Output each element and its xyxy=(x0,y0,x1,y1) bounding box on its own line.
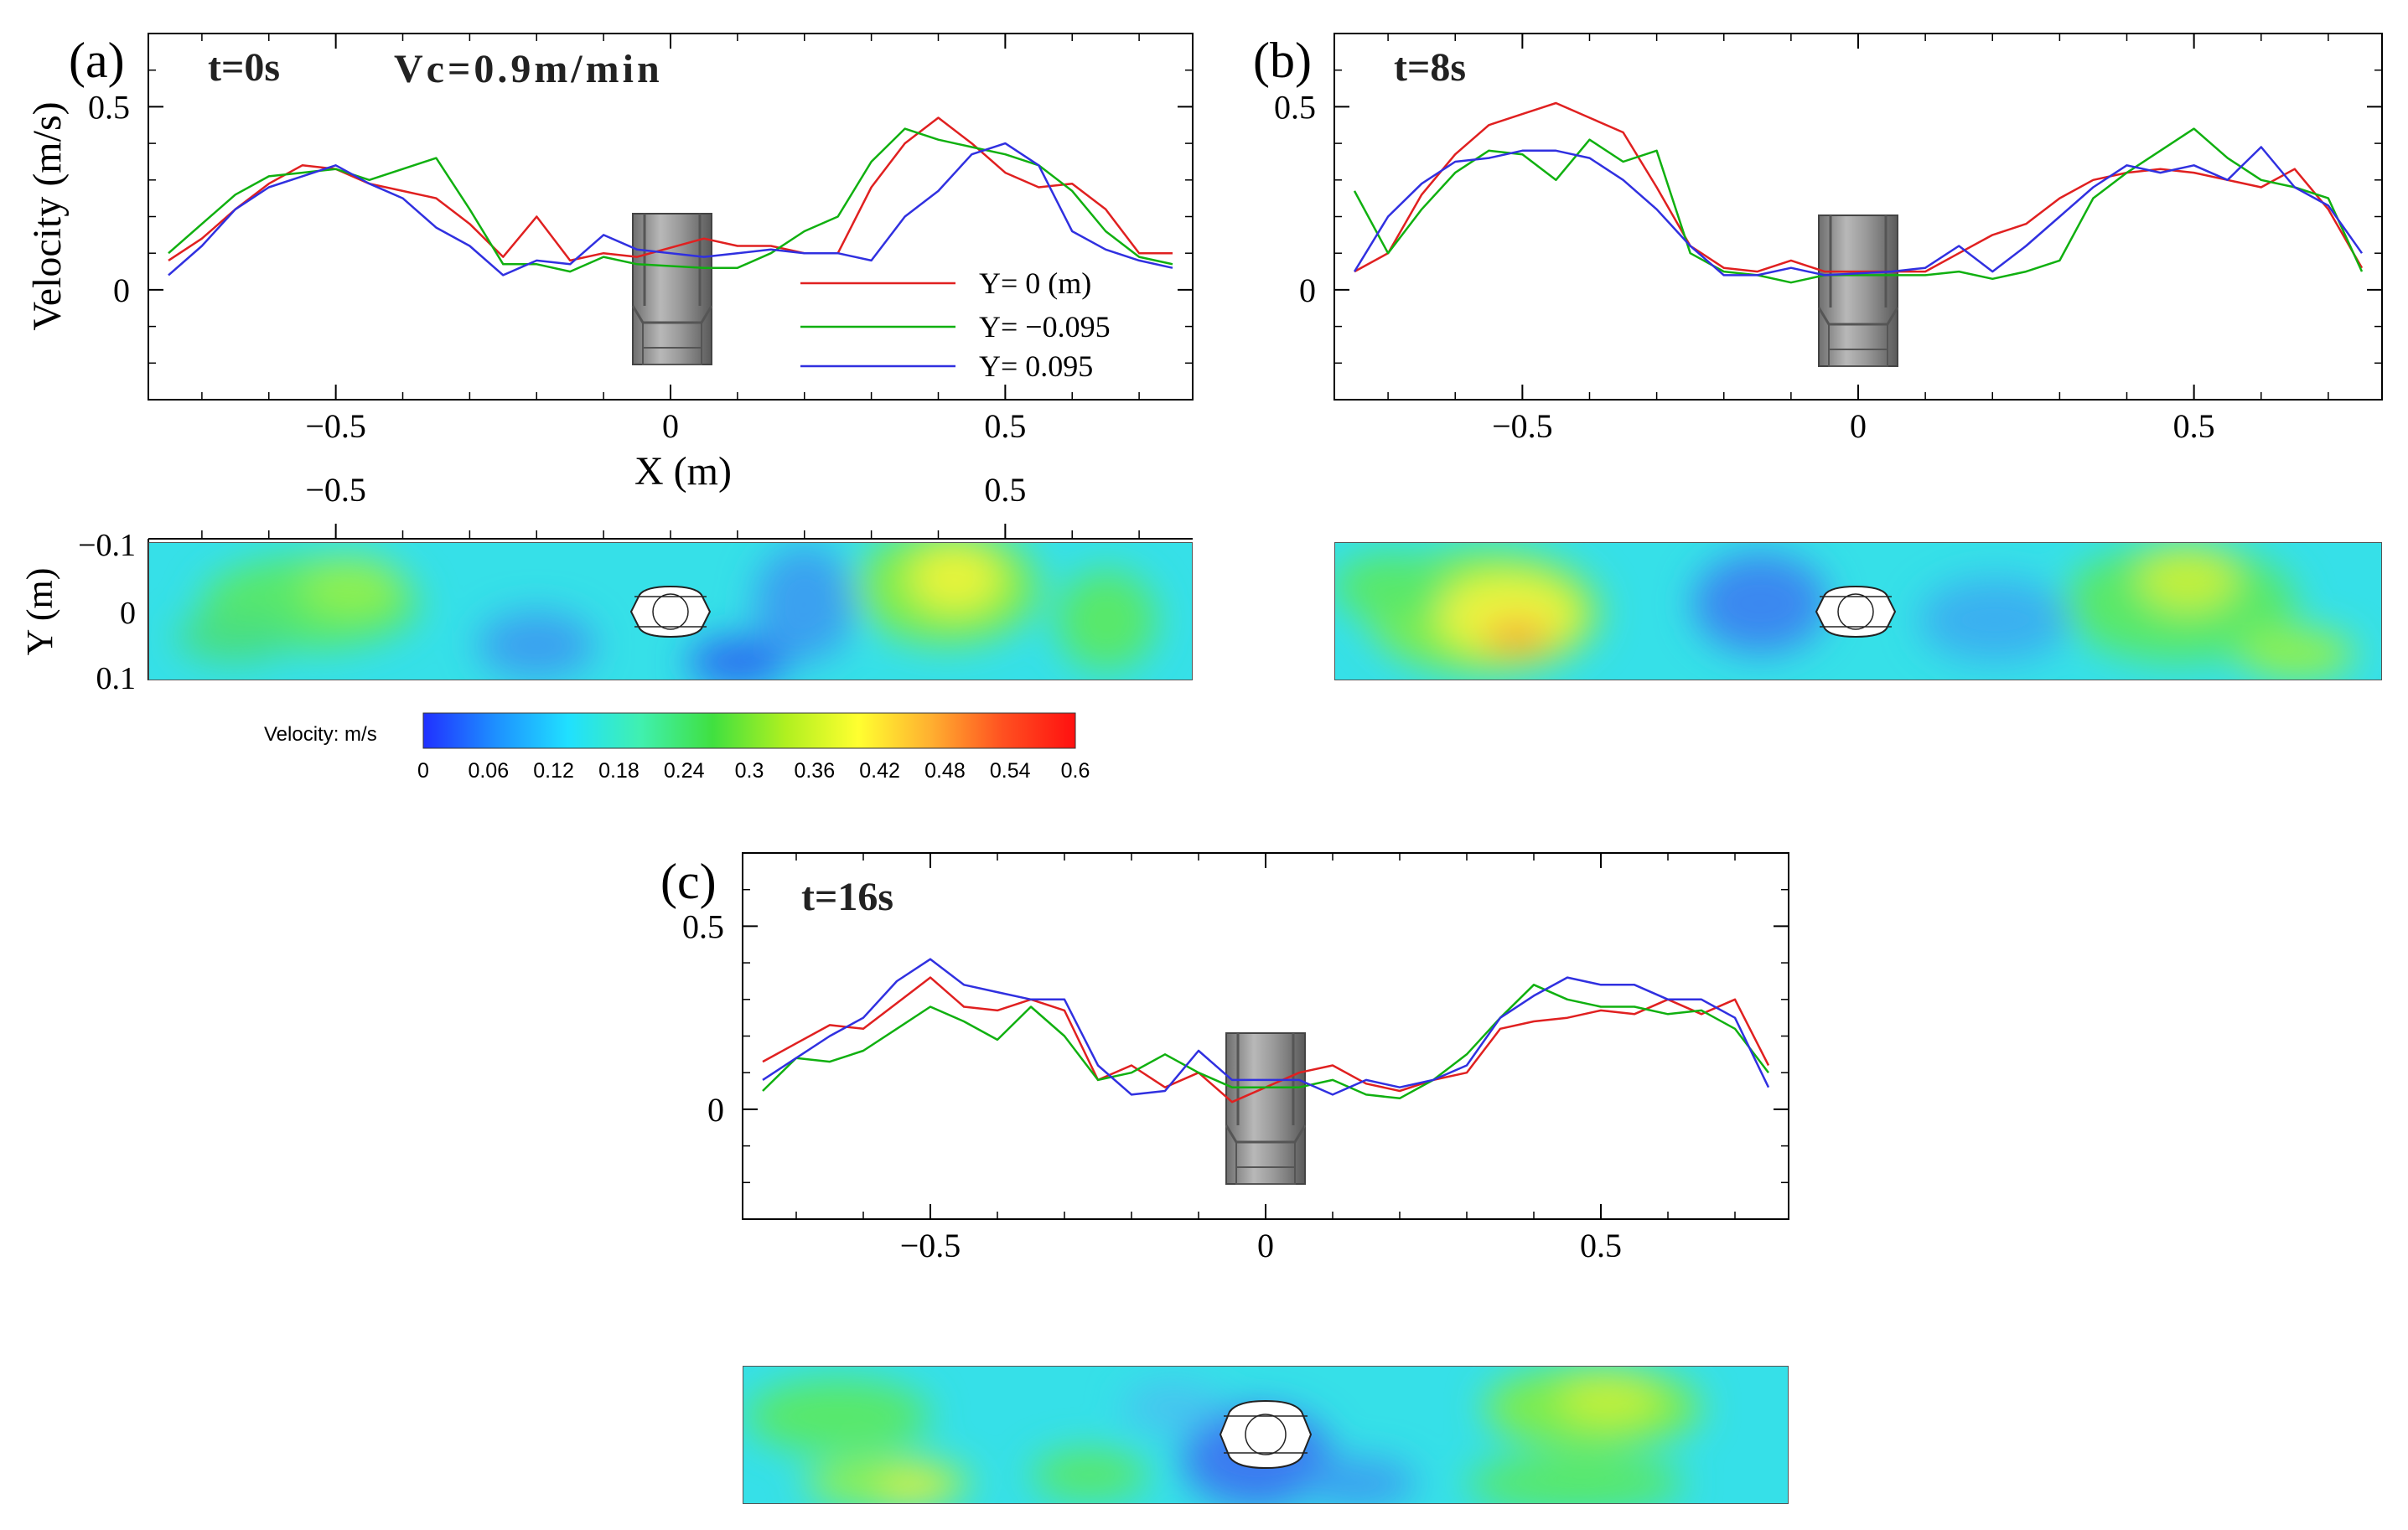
contour-ytick-neg: −0.1 xyxy=(78,528,136,563)
panel-a-ylabel: Velocity (m/s) xyxy=(25,101,70,330)
colorbar-tick-label: 0.24 xyxy=(664,759,705,783)
panel-a-series-lines xyxy=(168,116,1173,277)
panel-a-xlabel: X (m) xyxy=(634,449,732,494)
x-tick-label: 0 xyxy=(1850,407,1867,445)
x-tick-label: −0.5 xyxy=(900,1227,961,1264)
panel-b-nozzle xyxy=(1817,215,1899,367)
legend-label-ypos: Y= 0.095 xyxy=(979,349,1093,383)
colorbar: Velocity: m/s 0 0.06 0.12 0.18 0.24 0.3 0.36 0.… xyxy=(264,712,1090,783)
contour-ytick-zero: 0 xyxy=(120,596,136,631)
panel-c-nozzle xyxy=(1225,1032,1307,1185)
series-line-yneg xyxy=(762,984,1769,1100)
colorbar-tick-label: 0.06 xyxy=(468,759,509,783)
colorbar-tick-label: 0.6 xyxy=(1061,759,1090,783)
legend-label-y0: Y= 0 (m) xyxy=(979,266,1091,300)
contour-ytick-pos: 0.1 xyxy=(96,661,137,696)
y-tick-label: 0 xyxy=(1299,271,1316,309)
panel-a-label: (a) xyxy=(69,33,125,88)
series-line-yneg xyxy=(1353,127,2364,284)
contour-top-tick-label: 0.5 xyxy=(984,471,1026,509)
panel-c-contour xyxy=(743,1366,1789,1504)
panel-c-title: t=16s xyxy=(801,875,893,919)
y-tick-label: 0 xyxy=(707,1091,724,1129)
series-line-yneg xyxy=(168,127,1173,273)
x-tick-label: −0.5 xyxy=(1492,407,1553,445)
x-tick-label: −0.5 xyxy=(305,407,366,445)
series-line-ypos xyxy=(1353,146,2364,277)
x-tick-label: 0.5 xyxy=(2173,407,2215,445)
panel-b-contour xyxy=(1334,542,2382,680)
series-line-ypos xyxy=(762,958,1770,1096)
panel-a-legend: Y= 0 (m) Y= −0.095 Y= 0.095 xyxy=(800,266,1111,383)
colorbar-tick-labels: 0 0.06 0.12 0.18 0.24 0.3 0.36 0.42 0.48 0.54 0.6 xyxy=(417,759,1090,783)
panel-a-annotation: Vc=0.9m/min xyxy=(394,47,663,91)
legend-label-yneg: Y= −0.095 xyxy=(979,310,1111,344)
panel-b-title: t=8s xyxy=(1394,45,1466,90)
panel-b-label: (b) xyxy=(1253,33,1312,88)
colorbar-tick-label: 0.54 xyxy=(990,759,1031,783)
series-line-ypos xyxy=(168,142,1173,277)
colorbar-tick-label: 0.3 xyxy=(735,759,764,783)
panel-a-nozzle-section xyxy=(629,585,712,638)
x-tick-label: 0 xyxy=(1257,1227,1274,1264)
colorbar-bar xyxy=(422,712,1076,749)
panel-a-contour-ylabel: Y (m) xyxy=(19,568,60,656)
panel-c-ticks: −0.5 0 0.5 0 0.5 xyxy=(682,853,1789,1264)
colorbar-tick-label: 0.42 xyxy=(859,759,900,783)
colorbar-tick-label: 0.36 xyxy=(794,759,835,783)
colorbar-tick-label: 0.18 xyxy=(598,759,640,783)
y-tick-label: 0 xyxy=(113,271,130,309)
colorbar-tick-label: 0.48 xyxy=(924,759,966,783)
panel-c-label: (c) xyxy=(660,854,717,909)
panel-b: −0.5 0 0.5 0 0.5 (b) t=8s xyxy=(1253,33,2383,680)
panel-a-title: t=0s xyxy=(208,45,280,90)
y-tick-label: 0.5 xyxy=(1274,88,1316,126)
panel-b-series-lines xyxy=(1353,101,2364,284)
series-line-y0 xyxy=(168,116,1173,262)
y-tick-label: 0.5 xyxy=(682,907,724,945)
panel-b-ticks: −0.5 0 0.5 0 0.5 xyxy=(1274,34,2382,445)
panel-a: −0.5 0 0.5 0 0.5 (a) t=0s Vc=0.9m/min Veloci… xyxy=(19,33,1194,696)
colorbar-tick-label: 0.12 xyxy=(533,759,574,783)
panel-c-series-lines xyxy=(762,958,1770,1104)
panel-c-nozzle-section xyxy=(1219,1399,1313,1470)
panel-b-nozzle-section xyxy=(1815,585,1897,638)
colorbar-tick-label: 0 xyxy=(417,759,429,783)
x-tick-label: 0.5 xyxy=(984,407,1026,445)
panel-a-ticks: −0.5 0 0.5 0 0.5 xyxy=(88,34,1193,445)
x-tick-label: 0 xyxy=(662,407,679,445)
panel-a-contour-yticks: −0.1 0 0.1 xyxy=(78,528,161,696)
y-tick-label: 0.5 xyxy=(88,88,130,126)
colorbar-label: Velocity: m/s xyxy=(264,723,377,746)
series-line-y0 xyxy=(1354,101,2364,273)
contour-top-tick-label: −0.5 xyxy=(305,471,366,509)
x-tick-label: 0.5 xyxy=(1580,1227,1622,1264)
panel-c: −0.5 0 0.5 0 0.5 (c) t=16s xyxy=(660,852,1789,1504)
panel-a-contour-top-ticks: −0.5 0.5 xyxy=(201,471,1140,539)
panel-a-nozzle xyxy=(631,213,713,365)
